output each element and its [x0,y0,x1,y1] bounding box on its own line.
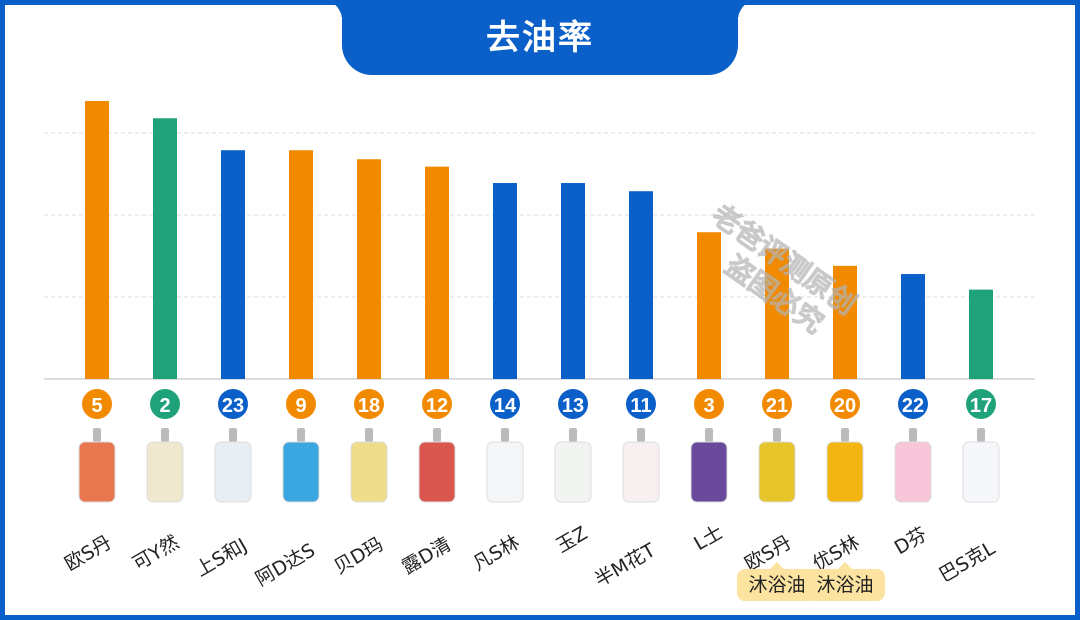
bottle-cap [909,428,917,442]
bar [561,183,585,379]
bottle-cap [365,428,373,442]
bar [221,150,245,379]
rank-badge [898,389,928,419]
bottle-cap [93,428,101,442]
product-image [350,441,388,503]
product-image [690,441,728,503]
rank-number: 18 [358,395,380,417]
product-image [146,441,184,503]
rank-number: 11 [630,395,651,417]
rank-badge [694,389,724,419]
bar [833,265,857,379]
product-image [554,441,592,503]
rank-badge [82,389,112,419]
bar [629,191,653,379]
bar [153,118,177,380]
rank-number: 14 [494,395,517,417]
rank-badge [286,389,316,419]
product-image [962,441,1000,503]
rank-number: 5 [91,395,102,417]
bar [85,101,109,380]
chart-title: 去油率 [322,0,758,75]
rank-number: 20 [834,395,856,417]
rank-number: 21 [766,395,788,417]
rank-badge [626,389,656,419]
rank-number: 22 [902,395,924,417]
product-image [622,441,660,503]
product-image [486,441,524,503]
bar [969,289,993,379]
rank-badge [150,389,180,419]
bottle-cap [773,428,781,442]
bottle-cap [229,428,237,442]
rank-number: 9 [295,395,306,417]
bar [901,274,925,379]
bottle-cap [569,428,577,442]
bottle-cap [841,428,849,442]
bottle-cap [501,428,509,442]
rank-number: 2 [159,395,170,417]
rank-number: 12 [426,395,448,417]
bottle-cap [433,428,441,442]
bottle-cap [705,428,713,442]
rank-number: 17 [970,395,992,417]
rank-badge [354,389,384,419]
bar [765,248,789,379]
bottle-cap [637,428,645,442]
bar [425,166,449,379]
rank-badge [218,389,248,419]
bar [493,183,517,379]
bar [289,150,313,379]
rank-badge [490,389,520,419]
product-image [758,441,796,503]
bottle-cap [161,428,169,442]
product-image [214,441,252,503]
rank-badge [422,389,452,419]
rank-number: 13 [562,395,584,417]
rank-badge [830,389,860,419]
product-image [418,441,456,503]
rank-badge [762,389,792,419]
rank-badge [966,389,996,419]
bottle-cap [297,428,305,442]
rank-number: 3 [703,395,714,417]
annotation-tag: 沐浴油 [737,562,817,601]
rank-number: 23 [222,395,244,417]
bottle-cap [977,428,985,442]
bar [357,159,381,379]
bar [697,232,721,379]
rank-badge [558,389,588,419]
product-image [826,441,864,503]
annotation-tag: 沐浴油 [805,562,885,601]
product-image [78,441,116,503]
product-image [894,441,932,503]
product-image [282,441,320,503]
